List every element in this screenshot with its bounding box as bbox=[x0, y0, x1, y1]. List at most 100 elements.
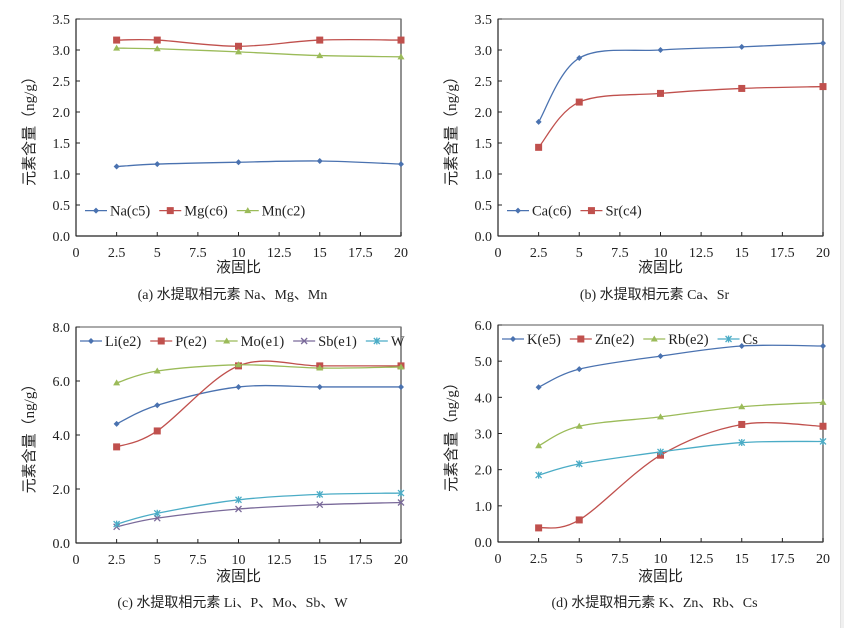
x-tick-label: 20 bbox=[816, 552, 830, 567]
chart-caption: (a) 水提取相元素 Na、Mg、Mn bbox=[138, 287, 328, 303]
x-tick-label: 17.5 bbox=[770, 552, 795, 567]
x-axis-label: 液固比 bbox=[638, 568, 683, 585]
data-point bbox=[398, 161, 404, 168]
x-tick-label: 0 bbox=[495, 246, 502, 261]
data-point bbox=[738, 84, 746, 92]
series-Mn(c2) bbox=[113, 44, 405, 60]
chart-panel-b: 0.0 0.5 1.0 1.5 2.0 2.5 3.0 3.5 0 2.5 5 7.5 10 12.5 15… bbox=[443, 13, 830, 303]
y-tick-label: 6.0 bbox=[53, 375, 71, 390]
data-point bbox=[113, 44, 121, 51]
y-tick-label: 3.0 bbox=[475, 44, 493, 59]
legend-marker bbox=[373, 337, 381, 345]
data-point bbox=[113, 163, 120, 170]
data-point bbox=[657, 448, 664, 456]
x-tick-label: 2.5 bbox=[530, 246, 548, 261]
data-point bbox=[657, 353, 664, 360]
legend-label: Rb(e2) bbox=[668, 332, 708, 348]
y-tick-label: 3.5 bbox=[53, 13, 71, 28]
data-point bbox=[154, 402, 161, 409]
x-tick-label: 7.5 bbox=[189, 246, 207, 261]
x-tick-label: 7.5 bbox=[189, 553, 207, 568]
data-point bbox=[575, 460, 583, 468]
data-point bbox=[657, 47, 664, 53]
data-point bbox=[235, 505, 242, 513]
x-tick-label: 7.5 bbox=[611, 246, 629, 261]
y-tick-label: 1.0 bbox=[53, 168, 71, 183]
data-point bbox=[819, 398, 827, 405]
data-point bbox=[535, 524, 543, 532]
data-point bbox=[154, 161, 161, 168]
x-tick-label: 5 bbox=[154, 246, 161, 261]
chart-panel-c: 0.0 2.0 4.0 6.0 8.0 0 2.5 5 7.5 10 12.5 15 17.5 20 液固比… bbox=[21, 321, 408, 611]
data-point bbox=[113, 520, 121, 528]
data-point bbox=[153, 367, 161, 374]
data-point bbox=[316, 490, 324, 498]
data-point bbox=[316, 157, 323, 164]
data-point bbox=[738, 439, 746, 447]
series-Cs bbox=[535, 437, 827, 479]
legend-marker bbox=[93, 207, 99, 214]
legend-label: P(e2) bbox=[175, 334, 207, 350]
data-point bbox=[113, 420, 120, 427]
chart-caption: (c) 水提取相元素 Li、P、Mo、Sb、W bbox=[117, 595, 348, 611]
data-point bbox=[235, 159, 242, 166]
data-point bbox=[738, 403, 746, 410]
data-point bbox=[316, 36, 324, 44]
x-tick-label: 0 bbox=[73, 246, 80, 261]
data-point bbox=[576, 366, 583, 373]
x-axis-label: 液固比 bbox=[216, 259, 261, 276]
y-tick-label: 3.5 bbox=[475, 13, 493, 28]
legend-marker bbox=[725, 335, 733, 343]
data-point bbox=[575, 516, 583, 524]
data-point bbox=[657, 89, 664, 97]
x-axis-label: 液固比 bbox=[216, 568, 261, 585]
legend-label: Ca(c6) bbox=[532, 204, 572, 220]
y-tick-label: 1.0 bbox=[475, 168, 493, 183]
y-tick-label: 5.0 bbox=[475, 355, 493, 370]
data-point bbox=[153, 45, 161, 52]
data-point bbox=[575, 98, 583, 106]
page-edge-strip bbox=[840, 0, 844, 628]
data-point bbox=[235, 42, 242, 50]
legend-marker bbox=[157, 337, 165, 345]
legend-marker bbox=[300, 337, 308, 345]
data-point bbox=[316, 501, 324, 509]
data-point bbox=[235, 361, 242, 368]
x-tick-label: 10 bbox=[232, 553, 246, 568]
x-tick-label: 7.5 bbox=[611, 552, 629, 567]
legend: K(e5) Zn(e2) Rb(e2) Cs bbox=[502, 332, 758, 348]
legend-marker bbox=[650, 335, 658, 342]
y-tick-label: 0.5 bbox=[53, 199, 71, 214]
data-point bbox=[235, 496, 242, 504]
data-point bbox=[316, 383, 323, 390]
series-Mg(c6) bbox=[113, 36, 405, 50]
data-point bbox=[235, 383, 242, 390]
x-tick-label: 17.5 bbox=[770, 246, 795, 261]
x-tick-label: 12.5 bbox=[267, 553, 292, 568]
x-tick-label: 20 bbox=[394, 553, 408, 568]
series-Li(e2) bbox=[113, 383, 404, 427]
data-point bbox=[575, 422, 583, 429]
legend-label: W bbox=[391, 334, 405, 350]
chart-panel-d: 0.0 1.0 2.0 3.0 4.0 5.0 6.0 0 2.5 5 7.5 10 12.5 15 17.… bbox=[443, 319, 830, 611]
y-axis-label: 元素含量（ng/g） bbox=[443, 69, 460, 186]
legend-label: Li(e2) bbox=[105, 334, 141, 350]
data-point bbox=[397, 53, 405, 60]
y-tick-label: 0.5 bbox=[475, 199, 493, 214]
legend-label: Na(c5) bbox=[110, 204, 150, 220]
legend-label: Sb(e1) bbox=[318, 334, 357, 350]
data-point bbox=[738, 342, 745, 349]
data-point bbox=[316, 52, 324, 59]
x-tick-label: 15 bbox=[313, 553, 327, 568]
data-point bbox=[535, 442, 543, 449]
data-point bbox=[819, 437, 827, 445]
x-tick-label: 17.5 bbox=[348, 246, 373, 261]
data-point bbox=[738, 43, 745, 50]
data-point bbox=[657, 413, 664, 420]
y-axis-label: 元素含量（ng/g） bbox=[21, 377, 38, 494]
x-tick-label: 15 bbox=[735, 246, 749, 261]
data-point bbox=[535, 471, 543, 479]
legend-marker bbox=[166, 207, 174, 215]
